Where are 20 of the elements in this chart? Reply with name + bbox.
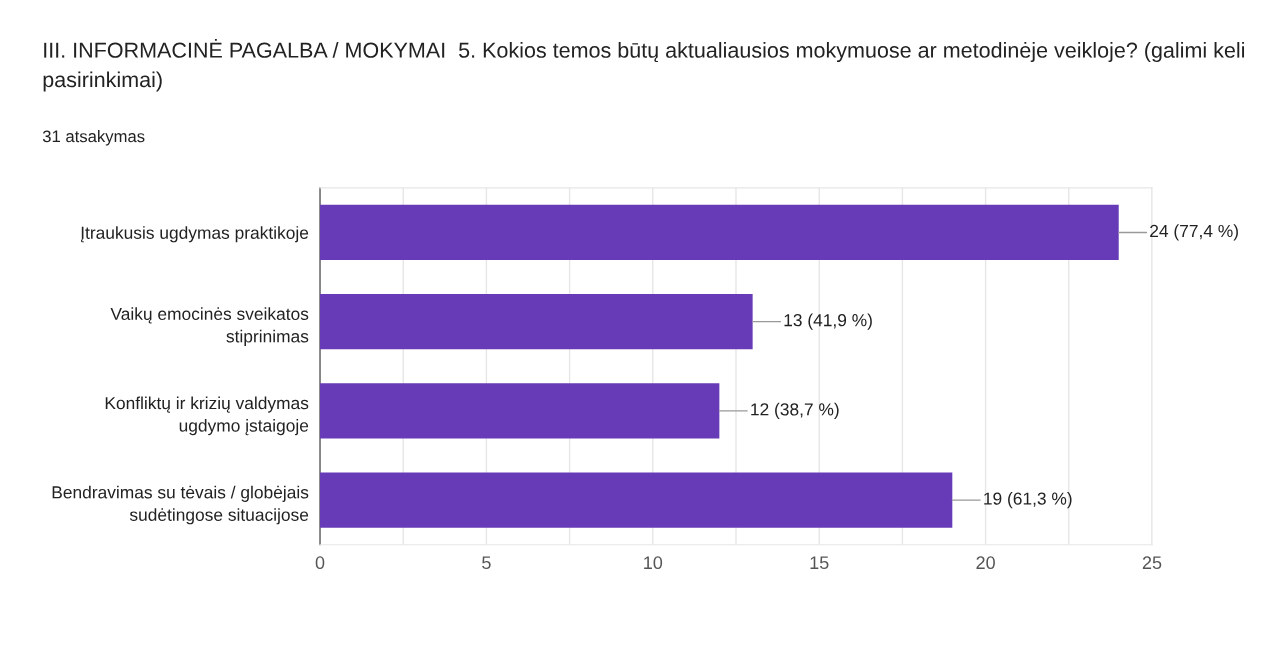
text: 31 atsakymas — [42, 130, 145, 146]
x-tick-label: 10 — [644, 556, 663, 570]
bar — [320, 472, 953, 528]
data-label: 13 (41,9 %) — [784, 313, 872, 330]
y-tick-label: Vaikų emocinės sveikatos stiprinimas — [110, 307, 309, 346]
x-tick-label: 15 — [810, 556, 829, 570]
data-label: 24 (77,4 %) — [1150, 224, 1238, 241]
y-tick-label: Bendravimas su tėvais / globėjais sudėtingose situacijose — [52, 485, 309, 525]
bar — [320, 383, 720, 439]
y-tick-label: Įtraukusis ugdymas praktikoje — [81, 226, 309, 243]
x-tick-label: 0 — [315, 556, 325, 570]
chart-title: III. INFORMACINĖ PAGALBA / MOKYMAI 5. Kokios temos būtų aktualiausios mokymuose ar metodinėje veikloje? (galimi keli pasirinkimai) — [43, 39, 1245, 92]
data-label: 19 (61,3 %) — [984, 492, 1072, 509]
x-tick-label: 5 — [482, 556, 491, 570]
y-tick-label: Konfliktų ir krizių valdymas ugdymo įstaigoje — [105, 396, 309, 436]
x-tick-label: 25 — [1142, 556, 1162, 570]
x-tick-label: 20 — [976, 556, 995, 570]
bar — [320, 294, 753, 350]
data-label: 12 (38,7 %) — [751, 402, 839, 419]
bar — [320, 204, 1119, 261]
